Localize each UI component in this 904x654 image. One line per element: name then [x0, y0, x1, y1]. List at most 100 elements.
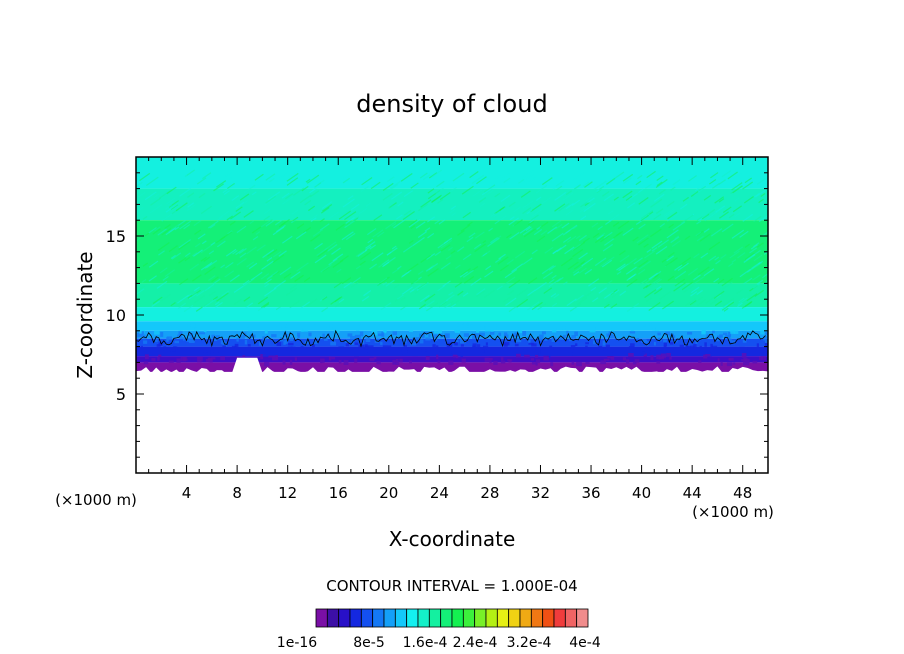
texture-streak — [204, 298, 216, 308]
texture-speck — [289, 359, 293, 365]
texture-speck — [535, 359, 541, 364]
texture-streak — [195, 306, 203, 312]
texture-streak — [471, 174, 485, 185]
texture-streak — [520, 190, 531, 198]
texture-streak — [579, 205, 590, 213]
texture-streak — [701, 183, 708, 189]
texture-speck — [137, 332, 140, 338]
texture-streak — [671, 240, 681, 247]
texture-speck — [495, 326, 499, 329]
texture-streak — [236, 225, 247, 234]
texture-streak — [372, 229, 384, 238]
texture-streak — [136, 181, 143, 188]
texture-streak — [191, 274, 202, 282]
texture-speck — [473, 333, 480, 338]
texture-streak — [591, 222, 599, 228]
texture-streak — [695, 231, 702, 237]
texture-streak — [714, 256, 720, 261]
texture-streak — [436, 180, 445, 188]
texture-speck — [154, 330, 160, 335]
texture-speck — [543, 355, 549, 361]
texture-streak — [438, 219, 446, 225]
texture-streak — [610, 303, 618, 309]
texture-streak — [314, 182, 322, 188]
texture-streak — [175, 202, 188, 212]
texture-speck — [552, 350, 558, 354]
texture-streak — [417, 203, 428, 212]
texture-streak — [566, 235, 577, 244]
texture-streak — [603, 303, 610, 309]
texture-streak — [569, 303, 582, 312]
texture-speck — [641, 339, 647, 343]
texture-speck — [711, 345, 718, 350]
texture-streak — [573, 271, 580, 276]
texture-streak — [350, 281, 359, 288]
texture-speck — [432, 344, 436, 348]
texture-streak — [516, 287, 529, 297]
texture-speck — [284, 339, 288, 344]
texture-streak — [296, 223, 305, 229]
texture-speck — [463, 323, 469, 328]
texture-speck — [595, 351, 602, 356]
texture-streak — [267, 191, 281, 201]
texture-streak — [534, 282, 547, 292]
texture-streak — [284, 193, 294, 200]
texture-streak — [717, 304, 728, 313]
texture-streak — [445, 255, 452, 260]
texture-streak — [248, 262, 258, 270]
texture-streak — [148, 260, 159, 268]
texture-streak — [370, 181, 381, 190]
texture-streak — [619, 254, 630, 263]
texture-streak — [648, 277, 661, 288]
texture-streak — [427, 232, 435, 239]
texture-streak — [637, 268, 646, 275]
texture-speck — [551, 337, 556, 342]
texture-streak — [657, 239, 670, 248]
texture-speck — [563, 334, 567, 339]
texture-streak — [682, 196, 689, 202]
texture-speck — [136, 327, 141, 331]
texture-streak — [666, 255, 675, 262]
texture-speck — [576, 361, 582, 367]
texture-speck — [665, 331, 670, 336]
texture-streak — [304, 200, 312, 206]
texture-streak — [442, 280, 451, 287]
texture-streak — [727, 171, 738, 180]
texture-streak — [391, 222, 397, 227]
texture-streak — [462, 269, 474, 278]
texture-streak — [351, 276, 361, 285]
texture-streak — [183, 304, 194, 313]
texture-streak — [272, 251, 282, 258]
texture-speck — [395, 361, 400, 365]
texture-streak — [567, 261, 579, 270]
texture-speck — [166, 348, 171, 352]
texture-speck — [585, 345, 588, 349]
texture-streak — [627, 202, 636, 209]
texture-streak — [573, 241, 586, 251]
texture-streak — [677, 262, 689, 272]
texture-streak — [661, 258, 667, 263]
texture-streak — [223, 190, 230, 195]
texture-streak — [518, 178, 525, 184]
texture-speck — [539, 334, 544, 339]
x-tick-label: 36 — [581, 484, 600, 502]
colorbar-swatch — [508, 608, 521, 628]
texture-speck — [643, 322, 650, 327]
texture-speck — [210, 357, 216, 360]
texture-streak — [305, 178, 311, 183]
texture-speck — [461, 358, 466, 363]
texture-speck — [481, 322, 486, 328]
texture-speck — [338, 359, 342, 364]
texture-streak — [422, 174, 431, 181]
texture-streak — [731, 182, 743, 191]
colorbar-swatch — [394, 608, 408, 628]
texture-speck — [433, 330, 440, 334]
texture-speck — [686, 345, 689, 349]
texture-speck — [425, 351, 428, 356]
texture-streak — [341, 277, 352, 285]
texture-streak — [449, 208, 456, 214]
texture-streak — [713, 277, 720, 283]
texture-speck — [603, 348, 608, 351]
texture-streak — [401, 286, 414, 295]
texture-streak — [200, 256, 207, 262]
